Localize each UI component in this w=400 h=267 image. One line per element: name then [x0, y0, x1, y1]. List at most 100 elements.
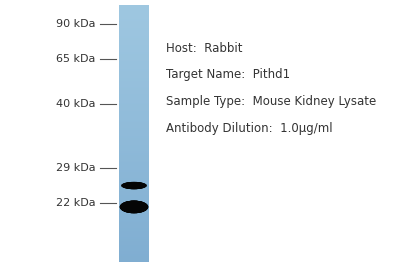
Bar [119, 185, 149, 186]
Bar [119, 151, 149, 152]
Bar [119, 66, 149, 67]
Bar [119, 20, 149, 21]
Bar [119, 117, 149, 118]
Bar [119, 222, 149, 223]
Bar [119, 195, 149, 196]
Bar [119, 88, 149, 89]
Bar [119, 13, 149, 14]
Bar [119, 102, 149, 103]
Bar [119, 125, 149, 126]
Bar [119, 119, 149, 120]
Ellipse shape [122, 182, 146, 189]
Bar [119, 64, 149, 65]
Bar [119, 118, 149, 119]
Text: Target Name:  Pithd1: Target Name: Pithd1 [166, 68, 290, 81]
Bar [119, 87, 149, 88]
Ellipse shape [124, 182, 144, 189]
Ellipse shape [120, 201, 148, 213]
Ellipse shape [122, 201, 146, 213]
Bar [119, 233, 149, 234]
Ellipse shape [122, 201, 146, 213]
Bar [119, 145, 149, 146]
Bar [119, 246, 149, 247]
Bar [119, 142, 149, 143]
Bar [119, 191, 149, 192]
Ellipse shape [122, 202, 146, 212]
Ellipse shape [122, 182, 146, 189]
Bar [119, 73, 149, 74]
Bar [119, 154, 149, 155]
Bar [119, 11, 149, 12]
Bar [119, 187, 149, 188]
Bar [119, 234, 149, 235]
Bar [119, 203, 149, 205]
Bar [119, 255, 149, 256]
Ellipse shape [124, 183, 144, 189]
Bar [119, 248, 149, 249]
Bar [119, 221, 149, 222]
Ellipse shape [122, 201, 146, 213]
Text: 90 kDa: 90 kDa [56, 19, 96, 29]
Bar [119, 257, 149, 258]
Ellipse shape [121, 182, 147, 189]
Bar [119, 93, 149, 94]
Ellipse shape [124, 202, 144, 212]
Ellipse shape [124, 202, 144, 212]
Bar [119, 114, 149, 115]
Bar [119, 140, 149, 141]
Bar [119, 12, 149, 13]
Bar [119, 44, 149, 45]
Ellipse shape [125, 202, 143, 211]
Bar [119, 47, 149, 48]
Bar [119, 72, 149, 73]
Ellipse shape [122, 182, 146, 189]
Ellipse shape [121, 182, 147, 189]
Bar [119, 115, 149, 116]
Bar [119, 193, 149, 194]
Bar [119, 217, 149, 218]
Bar [119, 170, 149, 171]
Bar [119, 7, 149, 8]
Ellipse shape [122, 182, 146, 189]
Ellipse shape [124, 183, 144, 189]
Bar [119, 40, 149, 41]
Bar [119, 105, 149, 106]
Bar [119, 146, 149, 147]
Bar [119, 27, 149, 28]
Bar [119, 35, 149, 36]
Bar [119, 202, 149, 203]
Bar [119, 6, 149, 7]
Bar [119, 30, 149, 31]
Bar [119, 83, 149, 84]
Bar [119, 77, 149, 78]
Bar [119, 212, 149, 213]
Bar [119, 136, 149, 137]
Bar [119, 183, 149, 184]
Bar [119, 169, 149, 170]
Bar [119, 178, 149, 179]
Bar [119, 166, 149, 167]
Bar [119, 78, 149, 79]
Bar [119, 155, 149, 156]
Ellipse shape [126, 203, 142, 211]
Bar [119, 25, 149, 26]
Bar [119, 51, 149, 52]
Bar [119, 55, 149, 56]
Ellipse shape [120, 201, 148, 213]
Bar [119, 28, 149, 29]
Bar [119, 244, 149, 245]
Ellipse shape [124, 202, 144, 212]
Bar [119, 148, 149, 149]
Ellipse shape [122, 201, 146, 213]
Bar [119, 52, 149, 53]
Bar [119, 260, 149, 261]
Bar [119, 82, 149, 83]
Bar [119, 210, 149, 211]
Bar [119, 18, 149, 19]
Bar [119, 49, 149, 50]
Bar [119, 196, 149, 197]
Bar [119, 225, 149, 226]
Bar [119, 235, 149, 236]
Ellipse shape [122, 182, 146, 189]
Bar [119, 127, 149, 128]
